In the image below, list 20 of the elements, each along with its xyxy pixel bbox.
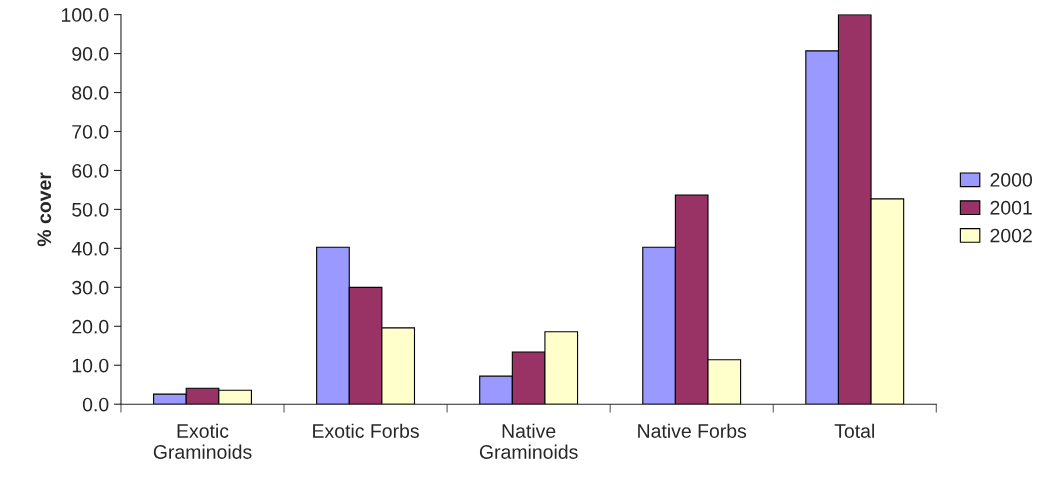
x-tick-label: Exotic Graminoids: [153, 423, 252, 459]
x-tick-label: Native Forbs: [638, 423, 747, 438]
legend-label: 2002: [990, 228, 1032, 243]
y-tick-label: 10.0: [72, 358, 109, 373]
legend-label: 2001: [990, 200, 1032, 215]
y-tick-label: 90.0: [72, 47, 109, 61]
y-tick-label: 30.0: [72, 280, 109, 295]
y-tick-label: 0.0: [82, 397, 109, 412]
x-tick-label: Exotic Forbs: [313, 423, 419, 438]
y-axis-title: % cover: [37, 172, 52, 247]
y-tick-label: 50.0: [72, 202, 109, 217]
legend-label: 2000: [990, 173, 1033, 187]
y-tick-label: 20.0: [72, 319, 109, 334]
y-tick-label: 40.0: [71, 241, 109, 256]
y-tick-label: 60.0: [72, 163, 109, 178]
x-tick-label: Total: [834, 423, 874, 438]
y-tick-label: 80.0: [72, 86, 109, 100]
y-tick-label: 70.0: [72, 124, 109, 139]
y-tick-label: 100.0: [62, 8, 109, 22]
x-tick-label: Native Graminoids: [479, 423, 578, 459]
